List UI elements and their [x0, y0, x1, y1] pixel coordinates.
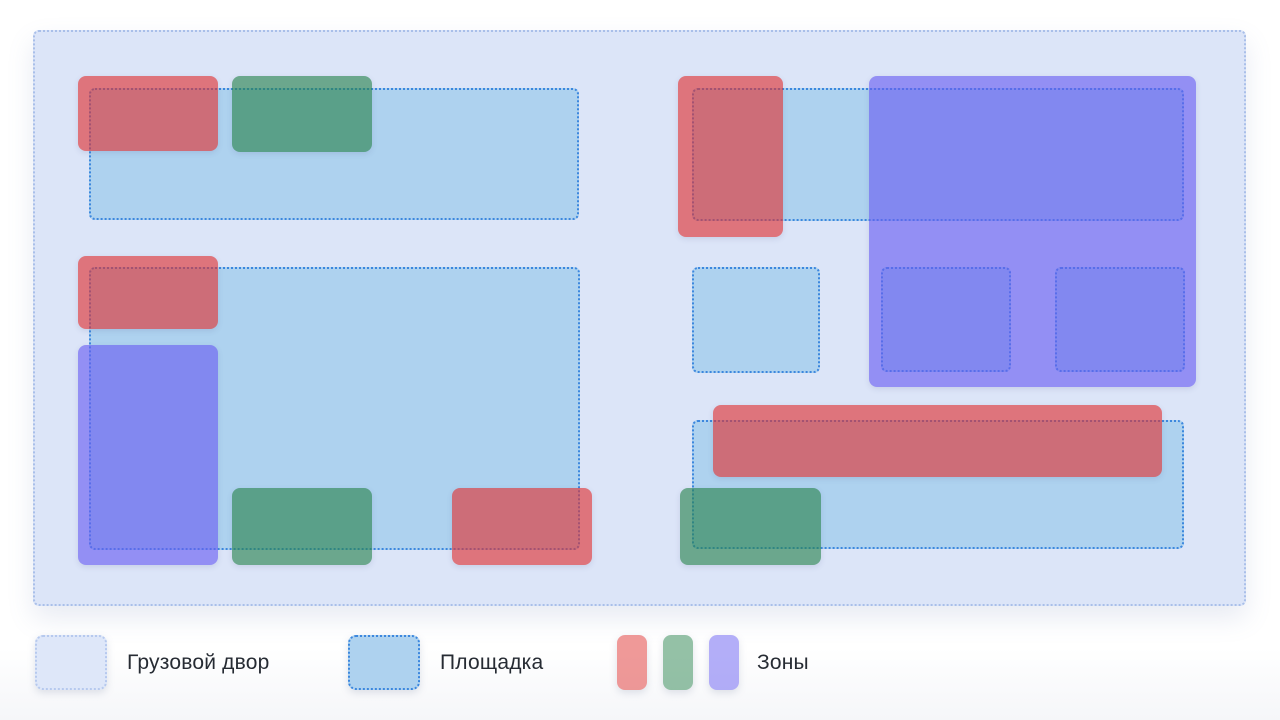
zone-red-top-right[interactable] — [678, 76, 783, 237]
zone-purple-large-right[interactable] — [869, 76, 1196, 387]
zone-red-swatch — [617, 635, 647, 690]
cargo-yard-swatch — [35, 635, 107, 690]
zone-green-top-left[interactable] — [232, 76, 372, 152]
zone-purple-swatch — [709, 635, 739, 690]
zone-green-bottom-left[interactable] — [232, 488, 372, 565]
legend-label-platform: Площадка — [440, 650, 544, 674]
legend-label-zones: Зоны — [757, 650, 809, 674]
zone-red-mid-left[interactable] — [78, 256, 218, 329]
zone-red-top-left[interactable] — [78, 76, 218, 151]
legend-label-cargo-yard: Грузовой двор — [127, 650, 270, 674]
zone-red-bar-bottom-right[interactable] — [713, 405, 1162, 477]
zone-red-bottom-left[interactable] — [452, 488, 592, 565]
legend-item-platform: Площадка — [348, 635, 543, 690]
zone-green-swatch — [663, 635, 693, 690]
platform-small-middle-right[interactable] — [692, 267, 820, 373]
zone-purple-left[interactable] — [78, 345, 218, 565]
legend-item-zones: Зоны — [617, 635, 809, 690]
legend-item-cargo-yard: Грузовой двор — [35, 635, 270, 690]
zone-green-bottom-right[interactable] — [680, 488, 821, 565]
platform-swatch — [348, 635, 420, 690]
legend: Грузовой двор Площадка Зоны — [0, 635, 1280, 690]
